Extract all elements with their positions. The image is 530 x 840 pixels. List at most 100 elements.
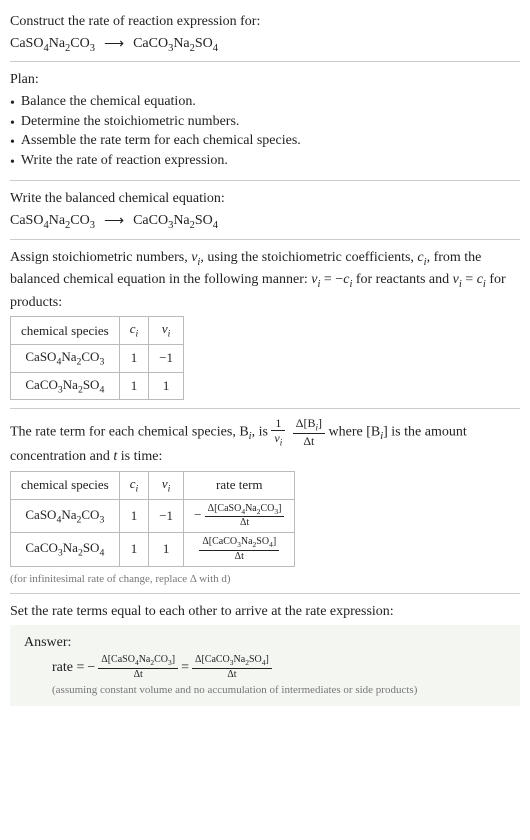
col-ci: ci <box>119 317 149 345</box>
close-bracket: ] <box>318 416 322 430</box>
col-rate: rate term <box>184 472 295 500</box>
sub-i: i <box>168 484 171 495</box>
minus-sign: − <box>87 660 95 676</box>
sub-i: i <box>168 329 171 340</box>
stoich-text: for reactants and <box>352 272 452 287</box>
frac-den: Δt <box>192 669 272 680</box>
reaction-arrow-icon: ⟶ <box>104 213 124 230</box>
answer-label: Answer: <box>24 635 506 651</box>
problem-equation: CaSO4Na2CO3 ⟶ CaCO3Na2SO4 <box>10 36 520 54</box>
frac-den: Δt <box>293 434 325 447</box>
bullet-icon: • <box>10 133 15 153</box>
divider <box>10 408 520 409</box>
balanced-reactant: CaSO4Na2CO3 <box>10 213 95 231</box>
table-row: CaSO4Na2CO3 1 −1 <box>11 344 184 372</box>
rate-intro-text: , is <box>252 425 272 440</box>
frac-num: Δ[CaCO3Na2SO4] <box>199 537 279 551</box>
cell-species: CaCO3Na2SO4 <box>11 533 120 567</box>
divider <box>10 593 520 594</box>
col-nui: νi <box>149 472 184 500</box>
product-formula: CaCO3Na2SO4 <box>133 36 218 54</box>
col-species: chemical species <box>11 317 120 345</box>
plan-title: Plan: <box>10 70 520 90</box>
frac-num: 1 <box>271 417 285 431</box>
cell-nui: −1 <box>149 499 184 533</box>
cell-ci: 1 <box>119 533 149 567</box>
fraction: 1νi <box>271 417 285 447</box>
plan-item: • Determine the stoichiometric numbers. <box>10 114 520 134</box>
col-ci: ci <box>119 472 149 500</box>
rate-intro-text: is time: <box>117 449 162 464</box>
frac-den: Δt <box>199 551 279 562</box>
col-species: chemical species <box>11 472 120 500</box>
sign: − <box>194 507 201 522</box>
frac-den: Δt <box>98 669 178 680</box>
table-header-row: chemical species ci νi rate term <box>11 472 295 500</box>
cell-rate: Δ[CaCO3Na2SO4]Δt <box>184 533 295 567</box>
table-row: CaCO3Na2SO4 1 1 Δ[CaCO3Na2SO4]Δt <box>11 533 295 567</box>
fraction: Δ[CaCO3Na2SO4]Δt <box>192 655 272 680</box>
rate-table: chemical species ci νi rate term CaSO4Na… <box>10 471 295 567</box>
cell-ci: 1 <box>119 344 149 372</box>
rate-intro-text: where [B <box>329 425 381 440</box>
table-row: CaCO3Na2SO4 1 1 <box>11 372 184 400</box>
answer-note: (assuming constant volume and no accumul… <box>52 684 506 696</box>
problem-prompt: Construct the rate of reaction expressio… <box>10 12 520 32</box>
frac-den: νi <box>271 431 285 447</box>
frac-num: Δ[CaSO4Na2CO3] <box>205 504 285 518</box>
reactant-formula: CaSO4Na2CO3 <box>10 36 95 54</box>
stoich-text: = − <box>320 272 343 287</box>
cell-ci: 1 <box>119 372 149 400</box>
plan-item-text: Assemble the rate term for each chemical… <box>21 133 301 149</box>
frac-num: Δ[Bi] <box>293 417 325 434</box>
cell-ci: 1 <box>119 499 149 533</box>
frac-den: Δt <box>205 517 285 528</box>
plan-item-text: Determine the stoichiometric numbers. <box>21 114 240 130</box>
divider <box>10 180 520 181</box>
rate-intro-text: The rate term for each chemical species,… <box>10 425 249 440</box>
plan-item: • Assemble the rate term for each chemica… <box>10 133 520 153</box>
frac-num: Δ[CaSO4Na2CO3] <box>98 655 178 669</box>
rate-label: rate = <box>52 660 84 676</box>
fraction: Δ[CaSO4Na2CO3]Δt <box>98 655 178 680</box>
cell-nui: 1 <box>149 533 184 567</box>
bullet-icon: • <box>10 94 15 114</box>
cell-species: CaCO3Na2SO4 <box>11 372 120 400</box>
sub-i: i <box>136 329 139 340</box>
cell-nui: −1 <box>149 344 184 372</box>
delta-conc: Δ[B <box>296 416 316 430</box>
balanced-title: Write the balanced chemical equation: <box>10 189 520 209</box>
col-nui: νi <box>149 317 184 345</box>
table-row: CaSO4Na2CO3 1 −1 − Δ[CaSO4Na2CO3]Δt <box>11 499 295 533</box>
divider <box>10 239 520 240</box>
balanced-equation: CaSO4Na2CO3 ⟶ CaCO3Na2SO4 <box>10 213 520 231</box>
bullet-icon: • <box>10 114 15 134</box>
equals-sign: = <box>181 660 189 676</box>
stoich-intro: Assign stoichiometric numbers, νi, using… <box>10 248 520 313</box>
plan-item: • Write the rate of reaction expression. <box>10 153 520 173</box>
cell-nui: 1 <box>149 372 184 400</box>
frac-num: Δ[CaCO3Na2SO4] <box>192 655 272 669</box>
divider <box>10 61 520 62</box>
plan-item-text: Write the rate of reaction expression. <box>21 153 228 169</box>
cell-species: CaSO4Na2CO3 <box>11 344 120 372</box>
bullet-icon: • <box>10 153 15 173</box>
answer-box: Answer: rate = − Δ[CaSO4Na2CO3]Δt = Δ[Ca… <box>10 625 520 706</box>
stoich-text: Assign stoichiometric numbers, <box>10 250 191 265</box>
fraction: Δ[CaCO3Na2SO4]Δt <box>199 537 279 562</box>
fraction: Δ[CaSO4Na2CO3]Δt <box>205 504 285 529</box>
cell-rate: − Δ[CaSO4Na2CO3]Δt <box>184 499 295 533</box>
plan-item-text: Balance the chemical equation. <box>21 94 196 110</box>
infinitesimal-note: (for infinitesimal rate of change, repla… <box>10 573 520 585</box>
stoich-text: , using the stoichiometric coefficients, <box>200 250 417 265</box>
cell-species: CaSO4Na2CO3 <box>11 499 120 533</box>
stoich-table: chemical species ci νi CaSO4Na2CO3 1 −1 … <box>10 316 184 400</box>
balanced-product: CaCO3Na2SO4 <box>133 213 218 231</box>
set-equal-text: Set the rate terms equal to each other t… <box>10 602 520 622</box>
stoich-text: = <box>462 272 477 287</box>
plan-item: • Balance the chemical equation. <box>10 94 520 114</box>
reaction-arrow-icon: ⟶ <box>104 36 124 53</box>
sub-i: i <box>136 484 139 495</box>
fraction: Δ[Bi]Δt <box>293 417 325 447</box>
table-header-row: chemical species ci νi <box>11 317 184 345</box>
